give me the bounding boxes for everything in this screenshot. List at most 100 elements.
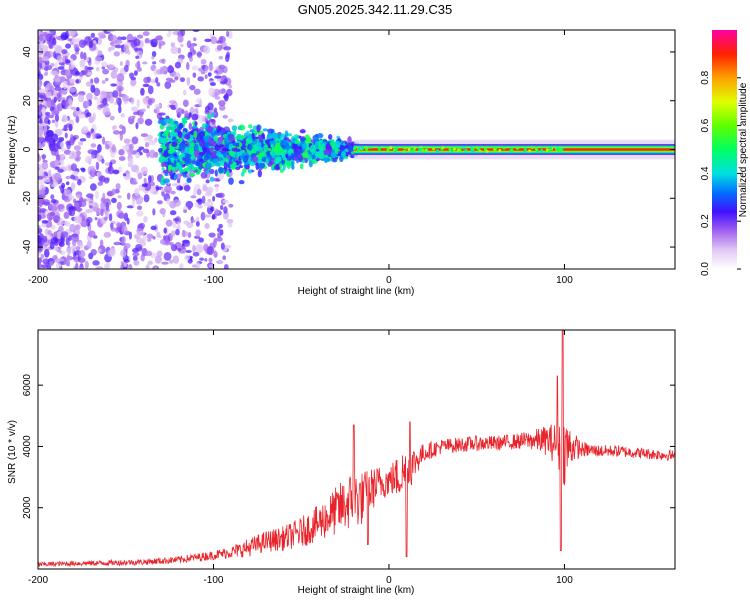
spectrogram-cell: [199, 139, 206, 148]
spectrogram-cell: [213, 177, 220, 182]
spectrogram-cell: [223, 161, 228, 170]
spectrogram-cell: [136, 210, 144, 217]
spectrogram-cell: [185, 62, 190, 71]
spectrogram-cell: [217, 192, 225, 199]
spectrogram-cell: [223, 206, 228, 214]
spectrogram-cell: [135, 61, 141, 69]
spectrogram-cell: [258, 146, 264, 152]
spectrogram-cell: [54, 172, 62, 181]
spectrogram-cell: [189, 56, 193, 63]
spectrogram-cell: [63, 221, 67, 226]
spectrogram-cell: [89, 205, 93, 209]
spectrogram-cell: [208, 63, 214, 72]
spectrogram-cell: [530, 146, 534, 150]
spectrogram-cell: [413, 146, 417, 150]
spectrogram-cell: [217, 136, 223, 145]
spectrogram-cell: [188, 142, 194, 146]
y-tick-label: 40: [22, 46, 33, 58]
spectrogram-cell: [212, 195, 216, 202]
spectrogram-cell: [42, 154, 46, 161]
spectrogram-cell: [87, 71, 93, 76]
spectrogram-cell: [209, 82, 216, 87]
spectrogram-cell: [38, 235, 42, 244]
spectrogram-cell: [80, 51, 84, 60]
spectrogram-cell: [193, 187, 197, 196]
spectrogram-cell: [61, 49, 68, 55]
spectrogram-cell: [163, 251, 172, 261]
spectrogram-cell: [192, 251, 200, 257]
spectrogram-cell: [97, 181, 104, 186]
spectrogram-cell: [60, 32, 69, 41]
spectrogram-cell: [116, 73, 125, 83]
spectrogram-cell: [228, 177, 234, 185]
spectrogram-cell: [116, 96, 120, 105]
spectrogram-cell: [190, 195, 197, 199]
spectrogram-cell: [191, 113, 199, 121]
spectrogram-cell: [144, 250, 153, 257]
spectrogram-cell: [109, 115, 115, 121]
spectrogram-cell: [64, 189, 72, 197]
spectrogram-cell: [93, 87, 101, 97]
spectrogram-cell: [187, 232, 192, 238]
y-tick-label: -20: [22, 191, 33, 206]
spectrogram-cell: [167, 164, 172, 172]
spectrogram-cell: [114, 39, 123, 44]
spectrogram-cell: [97, 50, 103, 57]
spectrogram-cell: [209, 168, 215, 175]
spectrogram-cell: [100, 61, 108, 67]
spectrogram-cell: [185, 200, 194, 209]
spectrogram-cell: [287, 148, 294, 155]
spectrogram-cell: [162, 158, 169, 162]
top-x-axis-label: Height of straight line (km): [298, 286, 415, 297]
spectrogram-cell: [54, 114, 60, 122]
spectrogram-cell: [188, 147, 195, 155]
spectrogram-cell: [111, 188, 117, 195]
spectrogram-cell: [45, 91, 52, 99]
spectrogram-cell: [54, 247, 59, 252]
spectrogram-cell: [86, 66, 94, 71]
spectrogram-cell: [409, 148, 413, 152]
spectrogram-cell: [228, 150, 236, 156]
spectrogram-cell: [41, 264, 48, 269]
spectrogram-cell: [137, 34, 144, 39]
bottom-y-axis-label: SNR (10 * v/v): [7, 420, 18, 484]
spectrogram-cell: [147, 85, 154, 95]
spectrogram-cell: [176, 150, 181, 155]
spectrogram-cell: [123, 212, 129, 222]
spectrogram-cell: [95, 67, 100, 72]
spectrogram-cell: [78, 141, 84, 146]
spectrogram-cell: [171, 183, 178, 187]
spectrogram-cell: [73, 202, 80, 208]
spectrogram-cell: [133, 38, 141, 47]
spectrogram-cell: [73, 145, 82, 151]
spectrogram-cell: [216, 171, 224, 181]
spectrogram-cell: [232, 142, 239, 147]
spectrogram-cell: [114, 44, 123, 49]
spectrogram-cell: [216, 227, 221, 233]
spectrogram-cell: [144, 118, 153, 126]
spectrogram-cell: [240, 144, 247, 149]
spectrogram-cell: [130, 78, 137, 87]
spectrogram-cell: [198, 131, 205, 138]
spectrogram-cell: [302, 143, 307, 149]
spectrogram-cell: [131, 115, 136, 120]
spectrogram-cell: [81, 126, 89, 134]
spectrogram-cell: [156, 200, 163, 205]
spectrogram-cell: [43, 175, 50, 183]
spectrogram-cell: [140, 166, 148, 175]
spectrogram-cell: [461, 146, 465, 150]
spectrogram-cell: [328, 133, 333, 140]
spectrogram-cell: [206, 126, 214, 134]
spectrogram-cell: [184, 255, 191, 261]
spectrogram-cell: [75, 116, 80, 124]
spectrogram-cell: [50, 233, 58, 238]
spectrogram-cell: [290, 160, 295, 166]
spectrogram-cell: [221, 127, 226, 133]
spectrogram-cell: [204, 154, 210, 161]
spectrogram-cell: [198, 237, 204, 243]
spectrogram-cell: [146, 233, 154, 239]
spectrogram-cell: [195, 229, 201, 237]
spectrogram-cell: [177, 221, 181, 230]
spectrogram-cell: [203, 46, 211, 54]
